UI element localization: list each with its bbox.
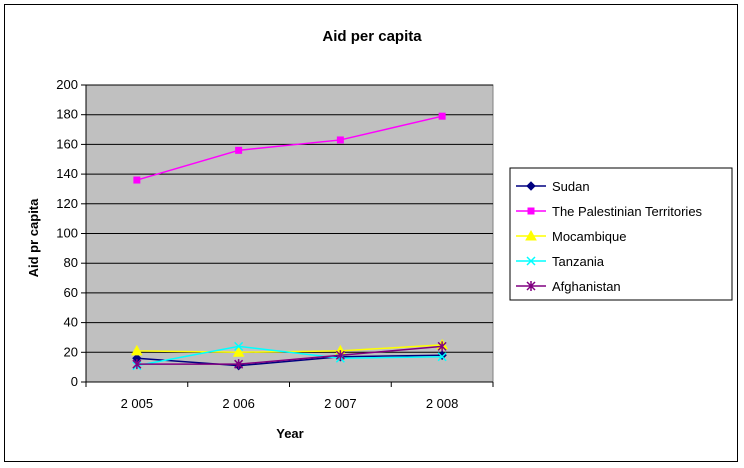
data-point [133,176,141,184]
x-tick-label: 2 007 [324,396,357,411]
legend: Sudan The Palestinian Territories Mocambiq… [509,167,733,301]
series-layer [131,112,448,371]
y-tick-label: 40 [64,315,78,330]
legend-marker [526,256,536,266]
data-point [438,112,446,120]
legend-item: The Palestinian Territories [516,204,703,219]
data-point [335,350,345,361]
legend-marker [527,207,535,215]
data-point [437,352,447,362]
legend-item: Afghanistan [516,279,621,294]
data-point [131,344,143,356]
y-tick-label: 0 [71,374,78,389]
y-tick-label: 200 [56,77,78,92]
plot-area: 0 20 40 60 80 100 120 140 160 180 200 2 005 2 006 2 0… [56,77,494,411]
series-line [136,115,443,181]
series-line [136,345,443,365]
legend-item: Sudan [516,179,590,194]
legend-marker [526,281,536,291]
y-tick-label: 140 [56,166,78,181]
legend-item: Tanzania [516,254,605,269]
legend-label: Afghanistan [552,279,621,294]
y-tick-label: 180 [56,107,78,122]
chart-title: Aid per capita [322,28,422,45]
y-tick-label: 120 [56,196,78,211]
legend-label: Sudan [552,179,590,194]
data-point [234,359,244,370]
x-tick-label: 2 008 [426,396,459,411]
series-1 [133,112,446,184]
legend-marker [525,229,537,241]
legend-label: Tanzania [552,254,605,269]
legend-label: Mocambique [552,229,626,244]
y-tick-label: 20 [64,344,78,359]
y-axis-title: Aid pr capita [26,198,41,278]
x-tick-label: 2 006 [222,396,255,411]
legend-label: The Palestinian Territories [552,204,703,219]
y-tick-label: 60 [64,285,78,300]
data-point [234,341,244,351]
legend-marker [526,181,536,191]
data-point [232,346,245,357]
x-tick-label: 2 005 [121,396,154,411]
chart-frame: Aid per capita 0 20 40 60 80 100 120 140 160 180 2… [4,4,738,462]
data-point [336,136,344,144]
y-tick-label: 80 [64,255,78,270]
data-point [132,359,142,370]
series-line [136,354,443,367]
series-line [136,345,443,367]
series-4 [132,341,447,370]
data-point [437,341,447,352]
legend-box [509,167,733,301]
y-tick-label: 160 [56,136,78,151]
legend-item: Mocambique [516,229,626,244]
y-tick-label: 100 [56,226,78,241]
x-axis-title: Year [276,426,303,441]
data-point [235,146,243,154]
line-chart: Aid per capita 0 20 40 60 80 100 120 140 160 180 2… [26,28,733,441]
